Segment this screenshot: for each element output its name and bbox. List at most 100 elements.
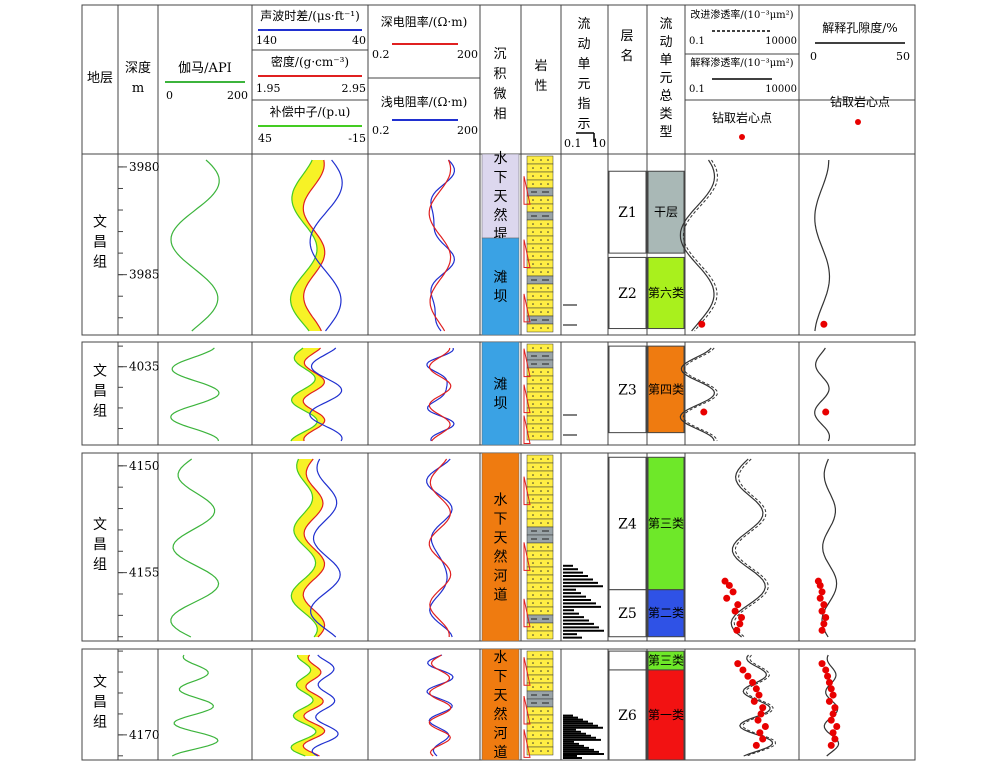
svg-text:坝: 坝 <box>494 396 508 412</box>
core-point-legend <box>739 134 745 140</box>
svg-text:天: 天 <box>494 189 508 205</box>
sonic-min: 140 <box>256 34 277 47</box>
deep-res-curve <box>428 159 452 332</box>
fzi-max: 10 <box>592 137 606 150</box>
core-point <box>700 408 708 416</box>
porosity-core-point <box>824 672 832 680</box>
depth-label: 3980 <box>129 160 160 174</box>
perm-improved-curve <box>682 159 719 332</box>
density-header: 密度/(g·cm⁻³) <box>271 54 349 69</box>
perm-interp-min: 0.1 <box>689 84 705 95</box>
deep-res-header: 深电阻率/(Ω·m) <box>381 14 468 29</box>
svg-text:元: 元 <box>577 77 590 92</box>
svg-text:滩: 滩 <box>494 270 508 286</box>
flow-type-block <box>647 345 685 434</box>
sonic-header: 声波时差/(μs·ft⁻¹) <box>260 9 360 23</box>
neutron-curve <box>290 347 318 442</box>
svg-text:坝: 坝 <box>494 289 508 305</box>
stratum-name: 文昌组 <box>93 675 107 731</box>
svg-text:滩: 滩 <box>494 377 508 393</box>
lithology-header: 岩性 <box>534 59 547 94</box>
svg-text:文: 文 <box>93 364 107 380</box>
svg-text:单: 单 <box>659 53 672 68</box>
svg-text:水: 水 <box>494 493 508 509</box>
grain-triangle <box>523 176 531 205</box>
porosity-core-point <box>818 660 826 668</box>
crossover-fill <box>291 459 325 637</box>
flow-type-block <box>647 256 685 330</box>
fzi-bars <box>563 414 577 436</box>
shallow-res-curve <box>426 347 455 442</box>
core-point <box>757 710 765 718</box>
flow-type-block <box>647 589 685 638</box>
core-point <box>750 697 758 705</box>
sonic-curve <box>311 654 339 757</box>
svg-text:然: 然 <box>494 207 508 224</box>
facies-label: 滩坝 <box>494 270 508 305</box>
porosity-core-point <box>833 722 841 730</box>
grain-triangle <box>523 729 531 758</box>
svg-text:元: 元 <box>659 71 672 86</box>
flow-type-block <box>647 669 685 761</box>
stratum-name: 文昌组 <box>93 215 107 271</box>
porosity-core-point <box>818 588 826 596</box>
layer-cell <box>608 345 647 434</box>
panel-2: 文昌组 4035 滩坝 Z3 第四类 <box>81 341 916 446</box>
porosity-core-point <box>827 716 835 724</box>
layer-name: Z4 <box>618 517 637 533</box>
svg-text:水: 水 <box>494 151 508 167</box>
svg-text:下: 下 <box>494 512 508 528</box>
svg-text:单: 单 <box>577 57 590 72</box>
layer-name: Z2 <box>618 286 637 302</box>
svg-text:总: 总 <box>659 89 672 104</box>
svg-text:组: 组 <box>93 715 107 731</box>
stratum-header: 地层 <box>87 71 113 86</box>
porosity-core-point <box>818 607 826 615</box>
depth-unit: m <box>132 81 144 96</box>
svg-text:层: 层 <box>620 29 633 44</box>
fzi-bars <box>563 564 604 639</box>
grain-triangle <box>523 476 531 506</box>
svg-text:昌: 昌 <box>93 235 107 251</box>
perm-interp-header: 解释渗透率/(10⁻³μm²) <box>690 56 793 69</box>
depth-label: 4035 <box>129 360 160 374</box>
lithology-column <box>523 343 554 445</box>
core-point <box>721 577 729 585</box>
svg-text:昌: 昌 <box>93 695 107 711</box>
svg-text:岩: 岩 <box>534 59 547 74</box>
core-point <box>752 685 760 693</box>
grain-triangle <box>523 239 531 269</box>
facies-block <box>481 341 520 446</box>
svg-text:昌: 昌 <box>93 384 107 400</box>
porosity-min: 0 <box>810 50 817 63</box>
depth-label: 3985 <box>129 268 160 282</box>
neutron-curve <box>290 654 317 757</box>
perm-interp-curve <box>679 159 716 332</box>
flow-type-block <box>647 456 685 591</box>
core-point <box>744 672 752 680</box>
grain-triangle <box>523 348 531 378</box>
flow-type-label: 干层 <box>654 205 678 219</box>
density-curve <box>302 347 326 442</box>
svg-text:天: 天 <box>494 688 508 704</box>
perm-interp-curve <box>679 347 716 442</box>
density-min: 1.95 <box>256 82 281 95</box>
grain-triangle <box>523 384 531 414</box>
core-point <box>752 741 760 749</box>
porosity-core-point <box>831 735 839 743</box>
core-point <box>739 666 747 674</box>
density-max: 2.95 <box>342 82 367 95</box>
porosity-core-point <box>825 697 833 705</box>
grain-triangle <box>523 293 531 323</box>
flow-type-label: 第一类 <box>648 708 684 722</box>
perm-improved-min: 0.1 <box>689 36 705 47</box>
svg-text:沉: 沉 <box>493 47 506 62</box>
svg-text:组: 组 <box>93 404 107 420</box>
layer-name: Z1 <box>618 205 637 221</box>
